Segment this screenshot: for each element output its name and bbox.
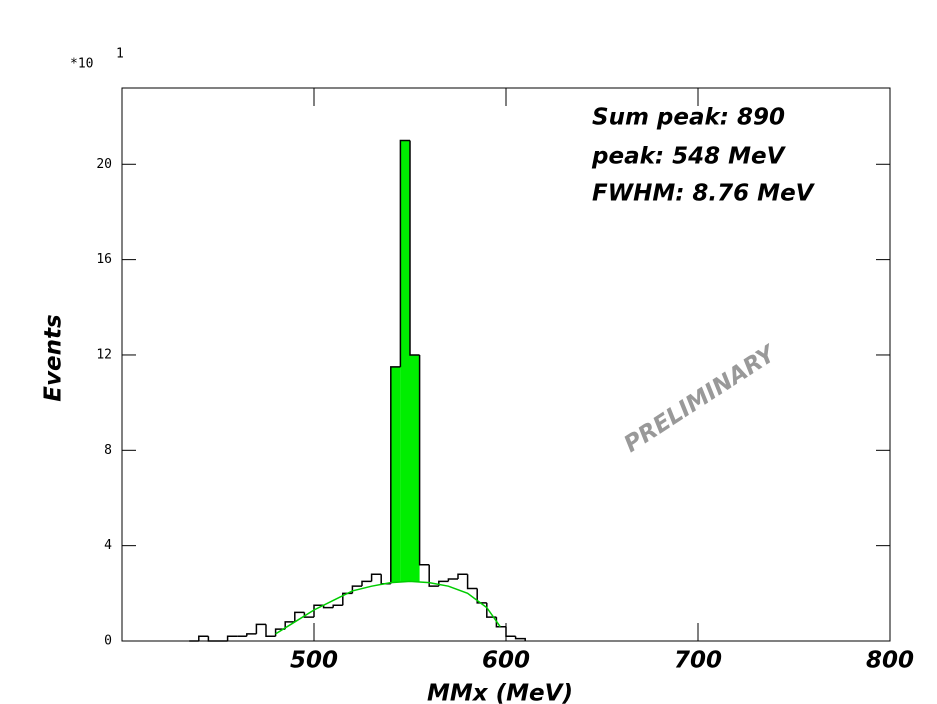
histogram-bin (313, 604, 324, 618)
histogram-bin (361, 580, 372, 587)
histogram-bin (370, 573, 382, 582)
y-tick-label: 4 (104, 538, 112, 553)
histogram-bin (418, 354, 430, 566)
y-tick-label: 20 (96, 157, 112, 172)
histogram-bin (476, 588, 487, 604)
histogram-bin (246, 633, 257, 637)
histogram-bin (255, 623, 266, 634)
histogram-bin (294, 611, 305, 622)
histogram-bin (332, 604, 343, 608)
signal-fill (390, 366, 401, 583)
annotation: FWHM: 8.76 MeV (592, 181, 816, 207)
y-tick-label: 8 (104, 443, 112, 458)
histogram-bin (466, 574, 478, 590)
histogram-bin (457, 573, 468, 580)
watermark: PRELIMINARY (620, 340, 782, 458)
annotation: peak: 548 MeV (591, 144, 787, 170)
histogram-bin (303, 612, 314, 618)
histogram-bin (495, 617, 506, 628)
x-tick-label: 800 (866, 648, 914, 674)
histogram-bin (390, 366, 401, 584)
histogram-bin (207, 636, 218, 642)
x-tick-label: 700 (674, 648, 722, 674)
annotation: Sum peak: 890 (592, 105, 785, 131)
y-tick-label: 12 (96, 347, 112, 362)
fit-curve (275, 580, 501, 635)
signal-fill (400, 140, 410, 583)
histogram-bin (505, 626, 516, 637)
histogram-bin (284, 621, 295, 630)
histogram-bin (447, 578, 458, 582)
y-tick-label: 16 (96, 252, 112, 267)
y-axis-label: Events (41, 314, 67, 401)
histogram-bin (409, 140, 420, 356)
y-tick-label: 0 (104, 634, 112, 649)
y-multiplier-exponent: 1 (116, 47, 124, 62)
histogram-bin (428, 564, 439, 587)
y-multiplier: *10 (70, 57, 93, 72)
x-axis-label: MMx (MeV) (427, 681, 573, 704)
histogram-bin (226, 635, 238, 641)
histogram-bin (399, 139, 410, 367)
histogram-bin (198, 635, 209, 641)
x-tick-label: 500 (290, 648, 338, 674)
histogram-bin (514, 636, 526, 641)
histogram-bin (265, 624, 276, 637)
histogram-bin (322, 605, 334, 609)
x-tick-label: 600 (482, 648, 530, 674)
signal-fill (410, 354, 420, 583)
